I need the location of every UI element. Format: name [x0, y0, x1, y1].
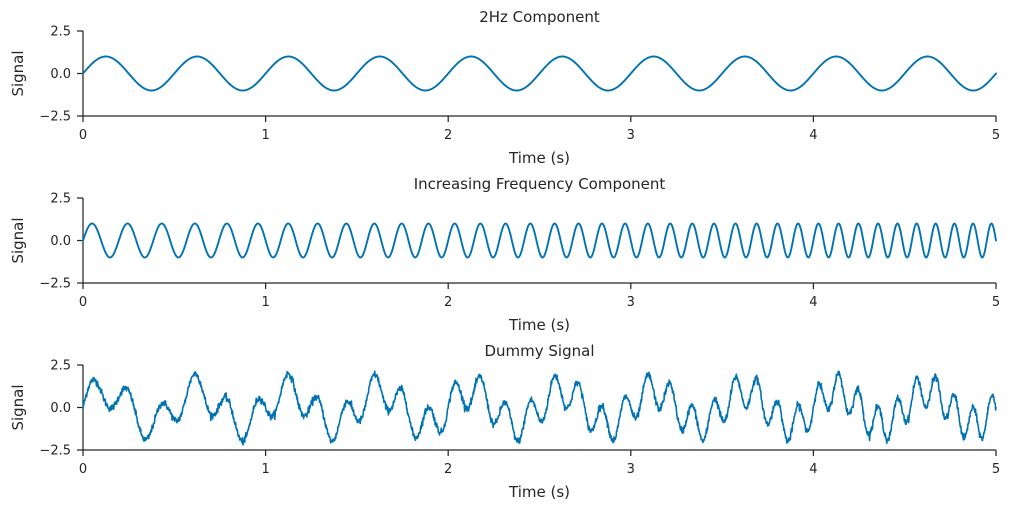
- y-tick-label: 2.5: [50, 359, 71, 374]
- y-tick-label: 2.5: [50, 25, 71, 40]
- x-tick-label: 0: [79, 462, 87, 477]
- subplot-3: Dummy Signal −2.5 0.0 2.5 0 1 2 3 4 5 Time (s) Sign…: [9, 342, 1000, 501]
- x-tick-label: 1: [261, 462, 269, 477]
- x-tick-label: 3: [627, 462, 635, 477]
- x-tick-label: 4: [809, 128, 817, 143]
- x-tick-label: 4: [809, 295, 817, 310]
- y-axis-label: Signal: [9, 217, 27, 263]
- y-tick-label: 0.0: [50, 401, 71, 416]
- y-tick-label: −2.5: [39, 444, 71, 459]
- x-axis-label: Time (s): [508, 483, 570, 501]
- y-tick-label: 0.0: [50, 234, 71, 249]
- signal-line: [82, 370, 997, 446]
- y-axis-label: Signal: [9, 384, 27, 430]
- subplot-1: 2Hz Component −2.5 0.0 2.5 0 1 2 3 4 5 Time (s) Sig…: [9, 8, 1000, 167]
- x-tick-label: 0: [79, 128, 87, 143]
- chart-title: Dummy Signal: [484, 342, 594, 360]
- x-tick-label: 0: [79, 295, 87, 310]
- x-tick-label: 1: [261, 128, 269, 143]
- x-axis-label: Time (s): [508, 149, 570, 167]
- signal-line: [82, 55, 997, 92]
- x-tick-label: 2: [444, 128, 452, 143]
- x-tick-label: 3: [627, 128, 635, 143]
- x-tick-label: 5: [992, 295, 1000, 310]
- x-tick-label: 5: [992, 128, 1000, 143]
- y-tick-label: −2.5: [39, 277, 71, 292]
- x-tick-label: 2: [444, 295, 452, 310]
- x-axis-label: Time (s): [508, 316, 570, 334]
- x-tick-label: 4: [809, 462, 817, 477]
- x-tick-label: 3: [627, 295, 635, 310]
- x-tick-label: 1: [261, 295, 269, 310]
- chart-title: Increasing Frequency Component: [414, 175, 666, 193]
- x-tick-label: 2: [444, 462, 452, 477]
- y-tick-label: 0.0: [50, 67, 71, 82]
- subplot-2: Increasing Frequency Component −2.5 0.0 2.5…: [9, 175, 1000, 334]
- signal-line: [82, 222, 997, 259]
- chart-title: 2Hz Component: [479, 8, 600, 26]
- y-tick-label: 2.5: [50, 192, 71, 207]
- y-axis-label: Signal: [9, 50, 27, 96]
- y-tick-label: −2.5: [39, 110, 71, 125]
- x-tick-label: 5: [992, 462, 1000, 477]
